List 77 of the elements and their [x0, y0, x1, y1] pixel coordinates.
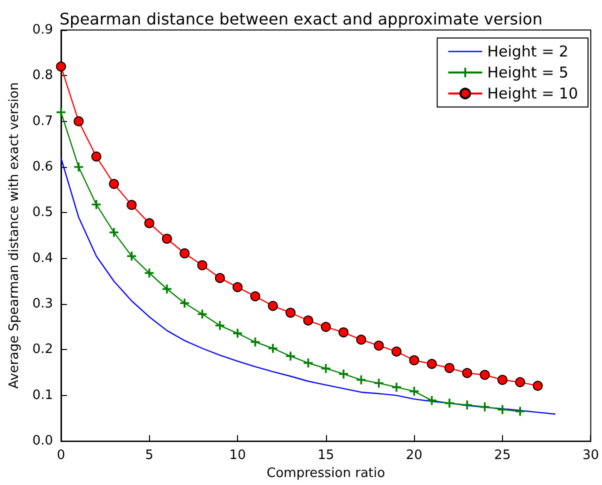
y-axis-title: Average Spearman distance with exact version — [7, 82, 22, 389]
point — [339, 369, 348, 378]
point — [162, 284, 172, 294]
x-tick-label: 0 — [56, 448, 66, 464]
point — [162, 234, 172, 244]
x-tick-label: 30 — [582, 448, 599, 464]
point — [516, 406, 525, 416]
point — [515, 377, 526, 388]
point — [444, 398, 454, 408]
point — [197, 260, 208, 270]
point — [198, 310, 207, 319]
point — [233, 328, 242, 338]
x-tick-label: 15 — [318, 448, 334, 464]
point — [426, 358, 437, 369]
point — [392, 382, 401, 392]
point — [180, 248, 190, 258]
point — [320, 322, 331, 332]
point — [109, 228, 118, 237]
x-tick-label: 20 — [406, 448, 422, 464]
point — [108, 178, 119, 189]
x-tick-label: 25 — [494, 448, 511, 464]
legend-label: Height = 10 — [487, 84, 578, 102]
point — [374, 340, 384, 351]
y-tick-label: 0.2 — [32, 342, 53, 358]
point — [392, 346, 402, 357]
point — [56, 108, 66, 117]
point — [127, 252, 136, 261]
point — [215, 321, 224, 330]
point — [74, 162, 84, 172]
point — [126, 200, 137, 210]
y-tick-label: 0.0 — [32, 434, 53, 449]
point — [498, 405, 507, 414]
line-series — [60, 157, 556, 415]
y-tick-label: 0.9 — [32, 22, 53, 38]
legend-label: Height = 2 — [487, 42, 568, 60]
chart-title: Spearman distance between exact and approximate version — [60, 10, 542, 28]
y-tick-label: 0.7 — [32, 114, 53, 129]
point — [92, 200, 101, 209]
y-tick-label: 0.5 — [32, 205, 53, 220]
point — [250, 291, 260, 302]
point — [144, 268, 154, 278]
point — [91, 152, 102, 162]
point — [444, 363, 454, 374]
y-tick-label: 0.8 — [32, 68, 53, 84]
point — [356, 334, 366, 345]
y-tick-label: 0.3 — [32, 296, 53, 312]
point — [56, 62, 66, 72]
point — [214, 273, 225, 284]
point — [74, 116, 84, 126]
point — [462, 368, 472, 378]
point — [286, 308, 296, 318]
point — [268, 344, 278, 353]
point — [532, 380, 543, 391]
x-axis-title: Compression ratio — [266, 466, 386, 481]
point — [356, 375, 366, 384]
point — [250, 337, 260, 346]
point — [480, 370, 490, 380]
legend-label: Height = 5 — [487, 64, 568, 82]
x-tick-label: 10 — [229, 448, 246, 464]
y-tick-label: 0.1 — [32, 388, 53, 403]
point — [304, 358, 313, 368]
y-tick-label: 0.4 — [32, 250, 53, 266]
point — [180, 298, 190, 308]
point — [374, 378, 384, 388]
point — [303, 316, 314, 326]
point — [268, 300, 278, 311]
point — [427, 396, 436, 405]
point — [338, 327, 349, 338]
point — [144, 218, 154, 228]
point — [497, 374, 508, 385]
point — [321, 364, 330, 373]
point — [232, 282, 243, 292]
y-tick-label: 0.6 — [32, 160, 53, 175]
point — [462, 400, 472, 410]
point — [286, 352, 296, 361]
x-tick-label: 5 — [145, 448, 154, 464]
point — [409, 355, 420, 366]
